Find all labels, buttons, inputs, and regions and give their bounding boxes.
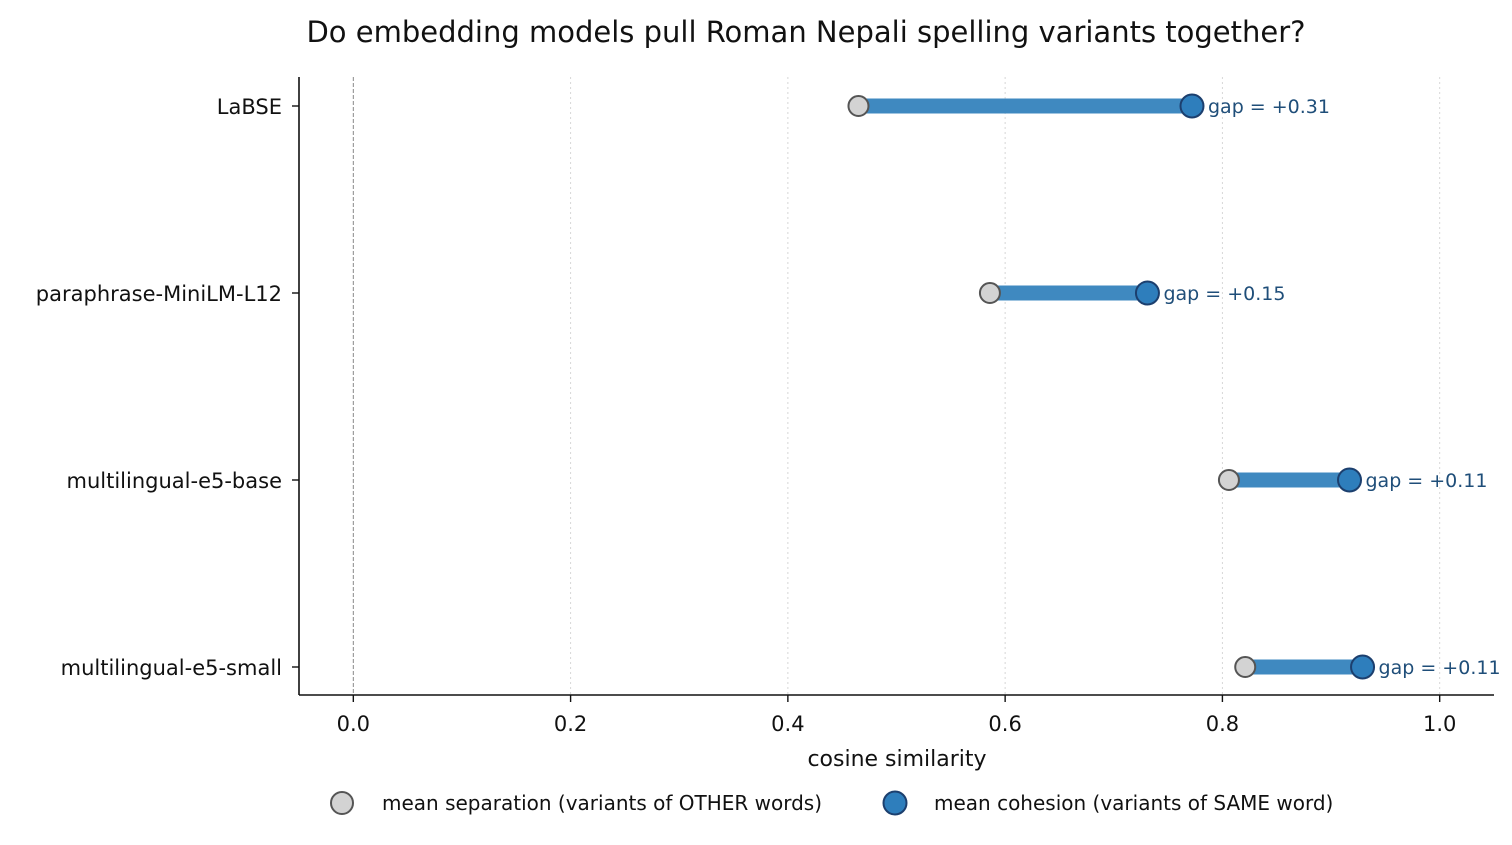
separation-point (847, 95, 870, 117)
legend: mean separation (variants of OTHER words… (330, 790, 1333, 816)
legend-cohesion-marker (882, 790, 908, 816)
gap-label: gap = +0.11 (1366, 470, 1488, 492)
x-tick-label: 0.2 (554, 712, 587, 736)
cohesion-point (1337, 467, 1363, 493)
x-tick-label: 0.4 (771, 712, 804, 736)
x-tick-label: 0.8 (1206, 712, 1239, 736)
cohesion-point (1350, 654, 1376, 680)
axes-layer: 0.0 0.2 0.4 0.6 0.8 1.0 LaBSE paraphrase-MiniLM… (36, 77, 1494, 736)
grid-layer (352, 77, 1441, 695)
x-tick-label: 0.6 (988, 712, 1021, 736)
gap-label: gap = +0.15 (1163, 283, 1285, 305)
x-tick-label: 1.0 (1423, 712, 1456, 736)
separation-point (978, 282, 1001, 304)
x-tick-label: 0.0 (337, 712, 370, 736)
y-tick-label: multilingual-e5-small (61, 656, 282, 680)
legend-separation-label: mean separation (variants of OTHER words… (382, 791, 822, 815)
marks-layer: gap = +0.31 gap = +0.15 gap = +0.11 gap = +… (847, 93, 1501, 680)
y-tick-label: LaBSE (217, 95, 282, 119)
y-tick-label: paraphrase-MiniLM-L12 (36, 282, 282, 306)
cohesion-point (1179, 93, 1205, 119)
x-axis-label: cosine similarity (807, 747, 986, 772)
y-tick-label: multilingual-e5-base (67, 469, 283, 493)
legend-cohesion-label: mean cohesion (variants of SAME word) (934, 791, 1333, 815)
separation-point (1234, 656, 1257, 678)
cohesion-point (1134, 280, 1160, 306)
chart-title: Do embedding models pull Roman Nepali sp… (306, 15, 1305, 49)
separation-point (1217, 469, 1240, 491)
gap-label: gap = +0.11 (1379, 657, 1501, 679)
legend-separation-marker (330, 791, 354, 815)
gap-label: gap = +0.31 (1208, 96, 1330, 118)
